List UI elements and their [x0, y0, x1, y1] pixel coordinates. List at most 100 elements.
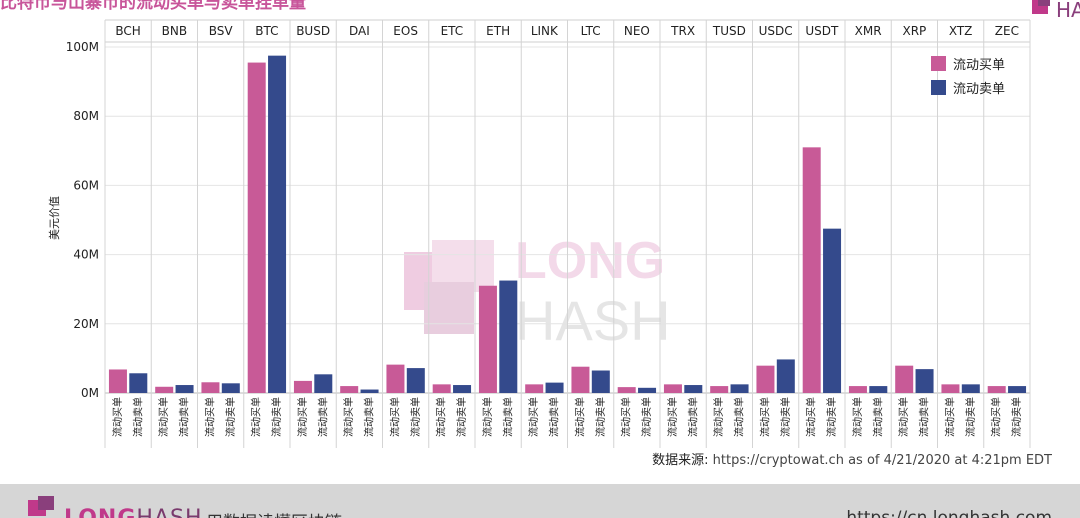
category-label: ETH	[486, 24, 510, 38]
top-logo-text: HASH	[1056, 0, 1080, 22]
footer-brand-hash: HASH	[136, 506, 202, 518]
bar	[432, 384, 451, 393]
bar	[987, 386, 1006, 393]
category-label: LTC	[581, 24, 601, 38]
bar	[823, 228, 842, 393]
bar-type-label: 流动买单	[897, 397, 910, 437]
category-label: BTC	[255, 24, 278, 38]
bar-type-label: 流动卖单	[131, 397, 144, 437]
bar	[848, 386, 867, 393]
category-label: USDT	[805, 24, 839, 38]
bar	[776, 359, 795, 393]
legend-label: 流动卖单	[953, 82, 1005, 97]
bar-type-label: 流动卖单	[825, 397, 838, 437]
category-label: XRP	[902, 24, 926, 38]
bar	[406, 368, 425, 393]
category-label: TUSD	[712, 24, 746, 38]
bar-type-label: 流动买单	[481, 397, 494, 437]
bar	[201, 382, 220, 393]
bar	[360, 389, 379, 393]
category-label: USDC	[759, 24, 793, 38]
bar-type-label: 流动买单	[851, 397, 864, 437]
category-label: XTZ	[949, 24, 973, 38]
bar-type-label: 流动买单	[666, 397, 679, 437]
bar	[340, 386, 359, 393]
bar-type-label: 流动卖单	[733, 397, 746, 437]
bar-type-label: 流动买单	[435, 397, 448, 437]
footer-url[interactable]: https://cn.longhash.com	[846, 508, 1052, 518]
bar	[617, 387, 636, 393]
bar	[915, 369, 934, 393]
bar-type-label: 流动买单	[250, 397, 263, 437]
bar	[478, 285, 497, 393]
bar-type-label: 流动卖单	[964, 397, 977, 437]
bar	[108, 369, 127, 393]
legend-swatch	[931, 80, 946, 95]
category-label: XMR	[855, 24, 882, 38]
y-tick-label: 60M	[73, 178, 99, 192]
bar	[710, 386, 729, 393]
bar	[129, 373, 148, 393]
bar	[545, 382, 564, 393]
bar-type-label: 流动买单	[712, 397, 725, 437]
y-tick-label: 80M	[73, 109, 99, 123]
watermark-line1: LONG	[515, 232, 665, 290]
bar-type-label: 流动卖单	[316, 397, 329, 437]
bar	[175, 385, 194, 393]
bar	[756, 365, 775, 393]
bar-type-label: 流动买单	[111, 397, 124, 437]
footer-brand-long: LONG	[64, 506, 136, 518]
chart-title: 比特币与山寨币的流动买单与卖单挂单量	[0, 0, 306, 13]
bar	[386, 364, 405, 393]
bar	[247, 62, 266, 393]
bar-type-label: 流动卖单	[871, 397, 884, 437]
bar	[961, 384, 980, 393]
bar-type-label: 流动买单	[157, 397, 170, 437]
bar	[869, 386, 888, 393]
bar	[221, 383, 240, 393]
bar	[802, 147, 821, 393]
bar-type-label: 流动买单	[805, 397, 818, 437]
category-label: ZEC	[995, 24, 1019, 38]
category-label: TRX	[670, 24, 695, 38]
bar-type-label: 流动买单	[620, 397, 633, 437]
bar-type-label: 流动买单	[573, 397, 586, 437]
top-logo: HASH	[1030, 0, 1080, 22]
bar-type-label: 流动卖单	[918, 397, 931, 437]
bar-type-label: 流动卖单	[455, 397, 468, 437]
bar-type-label: 流动卖单	[548, 397, 561, 437]
category-label: ETC	[441, 24, 464, 38]
y-tick-label: 20M	[73, 317, 99, 331]
category-label: BSV	[209, 24, 234, 38]
bar	[730, 384, 749, 393]
watermark-line2: HASH	[515, 289, 671, 352]
bar-type-label: 流动买单	[990, 397, 1003, 437]
y-tick-label: 0M	[81, 386, 99, 400]
watermark-cube-icon	[404, 240, 494, 334]
legend-swatch	[931, 56, 946, 71]
y-axis-label: 美元价值	[48, 196, 61, 240]
bar-type-label: 流动买单	[943, 397, 956, 437]
bar	[684, 385, 703, 393]
bar-type-label: 流动买单	[527, 397, 540, 437]
category-label: BNB	[162, 24, 187, 38]
bar-type-label: 流动卖单	[409, 397, 422, 437]
bar	[1008, 386, 1027, 393]
source-value: https://cryptowat.ch as of 4/21/2020 at …	[712, 453, 1052, 468]
longhash-cube-icon	[28, 496, 54, 516]
bar	[155, 386, 174, 393]
source-label: 数据来源:	[652, 453, 709, 468]
category-label: BCH	[115, 24, 140, 38]
bar-type-label: 流动买单	[203, 397, 216, 437]
y-tick-label: 40M	[73, 248, 99, 262]
bar-type-label: 流动卖单	[270, 397, 283, 437]
bar	[453, 385, 472, 393]
bar	[525, 384, 544, 393]
category-label: LINK	[531, 24, 559, 38]
footer-slogan: 用数据读懂区块链	[206, 508, 342, 518]
bar-type-label: 流动卖单	[1010, 397, 1023, 437]
source-note: 数据来源: https://cryptowat.ch as of 4/21/20…	[652, 449, 1052, 468]
longhash-cube-icon	[1032, 0, 1050, 14]
